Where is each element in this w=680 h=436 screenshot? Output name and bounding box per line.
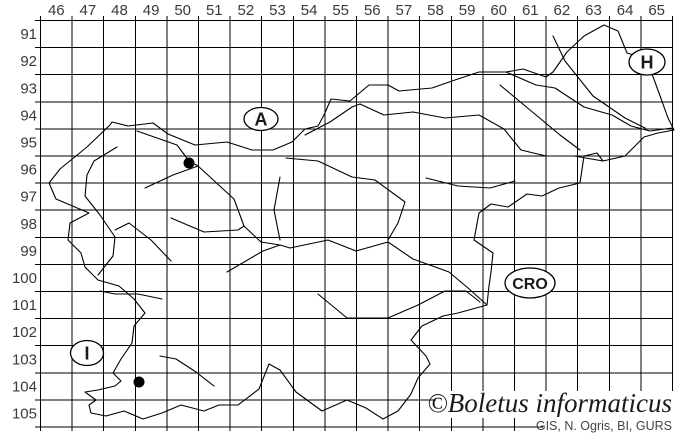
- column-label: 56: [364, 2, 381, 19]
- column-label: 62: [554, 2, 571, 19]
- row-label: 92: [20, 53, 37, 70]
- row-label: 103: [12, 351, 37, 368]
- row-label: 95: [20, 134, 37, 151]
- attribution-text: GIS, N. Ogris, BI, GURS: [536, 419, 672, 433]
- country-label-hungary: H: [628, 48, 666, 76]
- austria-oval: [243, 106, 279, 132]
- occurrence-dot: [183, 157, 195, 169]
- row-label: 105: [12, 405, 37, 422]
- column-label: 51: [206, 2, 223, 19]
- row-label: 97: [20, 189, 37, 206]
- hungary-letter: H: [641, 52, 654, 72]
- column-label: 65: [648, 2, 665, 19]
- row-label: 96: [20, 162, 37, 179]
- river-ledava: [552, 35, 646, 129]
- river-meza: [304, 103, 361, 136]
- column-label: 60: [490, 2, 507, 19]
- river-sava-bohinjka: [144, 165, 199, 189]
- river-pesnica: [499, 84, 581, 151]
- row-label: 101: [12, 297, 37, 314]
- croatia-oval: [504, 267, 556, 299]
- row-label: 99: [20, 243, 37, 260]
- river-idrijca: [114, 222, 172, 262]
- row-label: 100: [12, 270, 37, 287]
- column-label: 48: [111, 2, 128, 19]
- river-vipava: [99, 290, 163, 300]
- river-mura: [505, 71, 673, 132]
- italy-letter: I: [84, 343, 89, 363]
- column-label: 61: [522, 2, 539, 19]
- occurrence-dot: [133, 376, 145, 388]
- row-label: 98: [20, 216, 37, 233]
- row-label: 94: [20, 107, 37, 124]
- column-label: 53: [269, 2, 286, 19]
- river-savinja: [285, 157, 406, 241]
- river-sora: [170, 217, 245, 233]
- column-label: 63: [585, 2, 602, 19]
- austria-letter: A: [255, 109, 268, 129]
- river-kamniska-bistrica: [273, 176, 281, 241]
- hungary-oval: [628, 48, 666, 76]
- country-labels: A H CRO I: [69, 48, 666, 367]
- river-sava: [136, 130, 488, 306]
- column-label: 50: [174, 2, 191, 19]
- river-drava: [359, 103, 604, 162]
- column-label: 49: [143, 2, 160, 19]
- river-krka: [317, 290, 481, 319]
- river-reka: [159, 355, 215, 387]
- river-dravinja: [425, 177, 516, 189]
- column-label: 46: [48, 2, 65, 19]
- column-label: 58: [427, 2, 444, 19]
- row-labels: 91 92 93 94 95 96 97 98 99 100 101 102 103 104 105: [12, 26, 37, 422]
- column-label: 55: [332, 2, 349, 19]
- river-soca: [84, 146, 118, 276]
- grid-lines: [35, 16, 673, 431]
- column-label: 54: [301, 2, 318, 19]
- row-label: 104: [12, 378, 37, 395]
- river-ljubljanica: [226, 244, 281, 273]
- row-label: 91: [20, 26, 37, 43]
- croatia-letter: CRO: [512, 276, 548, 293]
- attribution-background: [543, 417, 676, 433]
- column-label: 59: [459, 2, 476, 19]
- country-label-italy: I: [69, 339, 105, 367]
- country-border: [48, 24, 675, 420]
- country-label-austria: A: [243, 106, 279, 132]
- row-label: 93: [20, 80, 37, 97]
- column-label: 47: [80, 2, 97, 19]
- column-label: 64: [617, 2, 634, 19]
- occurrence-markers: [133, 157, 195, 388]
- row-label: 102: [12, 324, 37, 341]
- italy-oval: [69, 339, 105, 367]
- map-outline: [48, 24, 675, 420]
- country-label-croatia: CRO: [504, 267, 556, 299]
- copyright-background: [436, 391, 676, 418]
- copyright-text: ©Boletus informaticus: [427, 388, 672, 418]
- column-label: 52: [238, 2, 255, 19]
- column-labels: 46 47 48 49 50 51 52 53 54 55 56 57 58 59 60 61 62 63 64 65: [48, 2, 665, 19]
- column-label: 57: [396, 2, 413, 19]
